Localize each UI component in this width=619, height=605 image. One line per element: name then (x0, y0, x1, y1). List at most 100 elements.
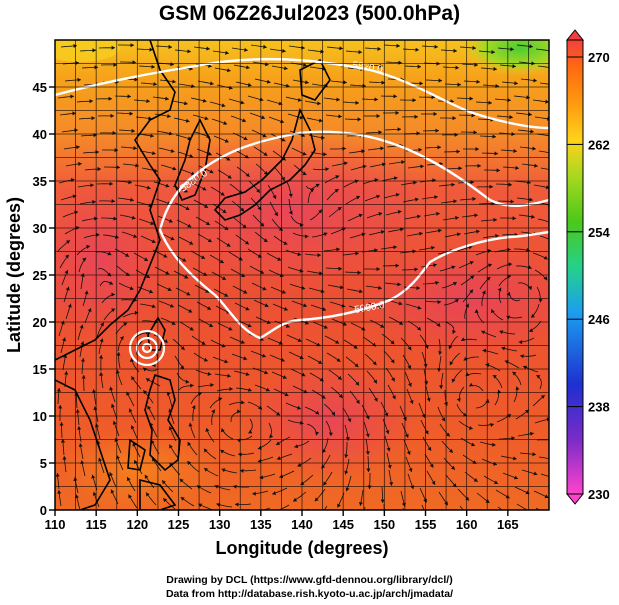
streamline-arrowhead (107, 251, 112, 256)
streamline-arrowhead (439, 385, 444, 389)
streamline-arrowhead (148, 116, 152, 121)
streamline-arrowhead (452, 116, 456, 121)
streamline-arrowhead (390, 359, 395, 364)
streamline-arrowhead (218, 397, 223, 402)
streamline-arrowhead (62, 456, 67, 460)
streamline-arrowhead (288, 193, 293, 198)
streamline-arrowhead (426, 397, 431, 402)
streamline-arrowhead (436, 211, 440, 216)
y-tick-label: 25 (33, 268, 47, 283)
streamline-arrowhead (544, 494, 549, 499)
streamline-arrowhead (531, 313, 535, 318)
streamline-arrowhead (512, 216, 516, 221)
streamline-arrowhead (235, 502, 239, 507)
streamline-arrowhead (334, 189, 339, 193)
streamline-arrowhead (151, 304, 156, 309)
streamline-arrowhead (125, 253, 129, 257)
streamline-arrowhead (276, 456, 281, 460)
streamline-arrowhead (545, 99, 549, 104)
streamline-arrowhead (397, 210, 402, 214)
streamline-arrowhead (435, 281, 439, 285)
streamline-arrowhead (385, 430, 390, 434)
streamline-arrowhead (469, 289, 473, 294)
streamline-arrowhead (451, 182, 455, 187)
colorbar-tick-label: 270 (588, 50, 610, 65)
streamline-arrowhead (221, 103, 226, 108)
streamline (421, 504, 425, 510)
streamline-arrowhead (67, 303, 72, 308)
streamline-arrowhead (297, 338, 302, 342)
streamline-arrowhead (496, 168, 500, 173)
streamline-arrowhead (227, 373, 231, 378)
streamline-arrowhead (456, 149, 460, 154)
streamline-arrowhead (461, 337, 466, 341)
streamline-arrowhead (552, 83, 556, 87)
streamline-arrowhead (395, 263, 399, 268)
streamline-arrowhead (476, 79, 480, 84)
streamline-arrowhead (335, 175, 340, 179)
streamline-arrowhead (417, 326, 421, 331)
streamline-arrowhead (188, 308, 193, 313)
streamline-arrowhead (469, 96, 473, 101)
streamline-arrowhead (188, 422, 193, 427)
colorbar-tick-label: 230 (588, 487, 610, 502)
streamline-arrowhead (99, 338, 104, 343)
streamline-arrowhead (151, 239, 156, 243)
streamline-arrowhead (550, 220, 554, 224)
streamline-arrowhead (417, 305, 422, 310)
streamline-arrowhead (338, 394, 343, 398)
streamline-arrowhead (373, 379, 377, 384)
streamline-arrowhead (169, 444, 173, 449)
y-tick-label: 35 (33, 174, 47, 189)
streamline-arrowhead (144, 474, 149, 479)
streamline-arrowhead (390, 340, 395, 345)
streamline-arrowhead (150, 133, 154, 138)
streamline-arrowhead (399, 227, 404, 232)
streamline-arrowhead (515, 386, 520, 391)
streamline-arrowhead (165, 183, 170, 188)
streamline-arrowhead (412, 98, 416, 103)
streamline-arrowhead (248, 429, 253, 434)
streamline-arrowhead (509, 115, 513, 120)
streamline-arrowhead (446, 432, 450, 437)
streamline-arrowhead (227, 68, 231, 73)
streamline-arrowhead (419, 231, 423, 236)
streamline-arrowhead (130, 425, 135, 430)
streamline-arrowhead (222, 209, 227, 213)
streamline-arrowhead (550, 66, 554, 70)
streamline-arrowhead (418, 147, 422, 152)
y-tick-label: 30 (33, 221, 47, 236)
streamline-arrowhead (57, 490, 62, 494)
streamline-arrowhead (203, 448, 208, 453)
streamline-arrowhead (315, 410, 320, 415)
streamline-arrowhead (91, 389, 96, 393)
streamline-arrowhead (487, 249, 492, 253)
streamline-arrowhead (540, 395, 545, 399)
streamline-arrowhead (354, 363, 359, 368)
x-tick-label: 160 (456, 517, 478, 532)
credit-data: Data from http://database.rish.kyoto-u.a… (165, 588, 454, 600)
credit-drawing: Drawing by DCL (https://www.gfd-dennou.o… (166, 574, 453, 586)
streamline-arrowhead (438, 78, 442, 83)
streamline-arrowhead (491, 50, 495, 55)
streamline-arrowhead (224, 293, 229, 297)
streamline-arrowhead (92, 491, 97, 496)
streamline-arrowhead (75, 409, 80, 413)
streamline-arrowhead (99, 372, 104, 376)
colorbar: 270 262 254 246 238 230 (565, 29, 610, 505)
streamline-arrowhead (322, 448, 327, 453)
streamline-arrowhead (73, 43, 77, 48)
streamline-arrowhead (294, 444, 299, 449)
streamline-arrowhead (172, 166, 177, 171)
streamline-arrowhead (263, 238, 268, 242)
streamline-arrowhead (339, 46, 343, 51)
streamline-arrowhead (325, 167, 329, 172)
streamline-arrowhead (335, 340, 340, 344)
streamline-arrowhead (508, 262, 513, 267)
streamline-arrowhead (209, 81, 214, 86)
streamline-arrowhead (304, 234, 309, 239)
streamline-arrowhead (201, 341, 206, 345)
streamline-arrowhead (82, 257, 87, 262)
streamline-arrowhead (551, 457, 555, 461)
streamline-arrowhead (281, 137, 286, 142)
